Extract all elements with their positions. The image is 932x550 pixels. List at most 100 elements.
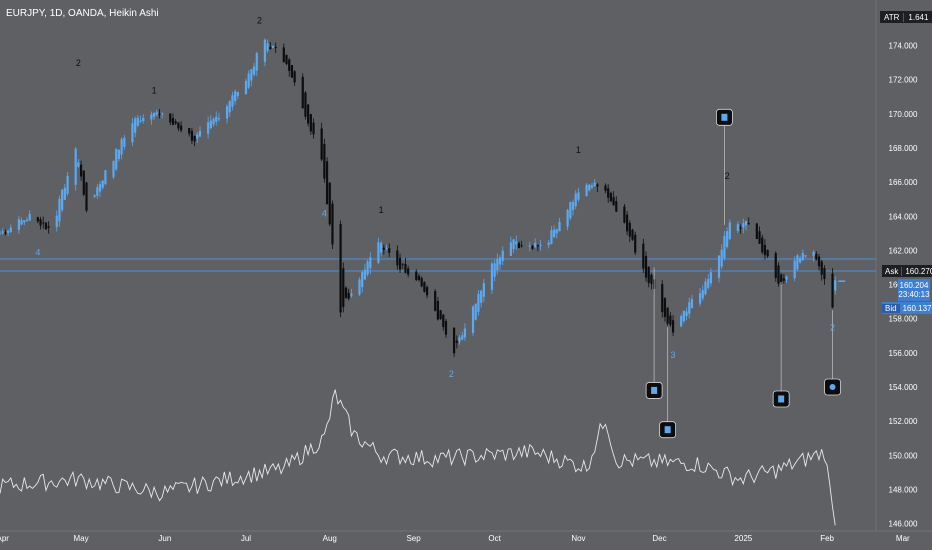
candle-body [363, 269, 367, 280]
candle-body [196, 134, 199, 139]
candle-body [539, 244, 542, 246]
candle-body [139, 120, 142, 122]
x-tick-label: Nov [571, 534, 585, 543]
candle-body [761, 237, 764, 253]
candle-body [474, 303, 477, 320]
candle-body [404, 263, 407, 273]
candle-body [77, 162, 80, 167]
y-tick-label: 156.000 [889, 349, 918, 358]
x-tick-label: Apr [0, 534, 9, 543]
candle-body [93, 194, 96, 197]
wave-label: 4 [322, 208, 327, 218]
y-tick-label: 174.000 [889, 42, 918, 51]
candle-body [369, 257, 372, 269]
wave-label: 1 [152, 85, 157, 95]
candle-body [585, 184, 588, 197]
candle-body [496, 258, 499, 271]
candle-body [344, 287, 348, 298]
candle-body [607, 188, 610, 198]
marker-square-icon [721, 113, 728, 121]
candle-body [255, 53, 258, 71]
candle-body [763, 244, 767, 256]
candle-body [490, 263, 494, 290]
candle-body [28, 213, 31, 221]
candle-body [717, 255, 721, 278]
candle-body [785, 276, 788, 280]
atr-label: ATR [884, 12, 900, 22]
candle-body [536, 245, 539, 247]
candle-body [350, 293, 353, 296]
candle-body [615, 201, 618, 212]
candle-body [517, 242, 521, 248]
candle-body [477, 293, 480, 312]
candle-body [377, 242, 380, 263]
candle-body [623, 206, 626, 223]
bar-countdown: 23:40:13 [898, 290, 930, 299]
candle-body [177, 122, 180, 129]
candle-body [739, 227, 742, 229]
candles-group [0, 38, 837, 357]
candle-body [385, 247, 388, 249]
candle-body [531, 245, 534, 249]
candle-body [331, 203, 334, 245]
candle-body [380, 243, 383, 253]
candle-body [301, 76, 304, 109]
candle-body [104, 170, 107, 185]
candle-body [458, 337, 461, 342]
x-tick-label: Dec [652, 534, 666, 543]
candle-body [252, 66, 256, 75]
candle-body [44, 222, 48, 230]
candle-body [263, 39, 266, 62]
ask-value: 160.270 [901, 266, 932, 276]
candle-body [417, 275, 421, 281]
candle-body [471, 306, 475, 333]
candle-body [307, 104, 310, 124]
candle-body [312, 122, 315, 135]
y-tick-label: 158.000 [889, 315, 918, 324]
candle-body [550, 230, 553, 244]
candle-body [439, 310, 442, 319]
candle-body [366, 261, 369, 275]
candle-body [758, 231, 761, 244]
candle-body [815, 253, 818, 260]
candle-body [217, 117, 221, 120]
candle-body [401, 263, 404, 265]
candle-body [515, 241, 518, 245]
candle-body [63, 187, 66, 200]
candle-body [574, 193, 577, 207]
candle-body [142, 117, 145, 122]
last-price-tag: 160.204 23:40:13 [898, 279, 930, 301]
candle-body [325, 161, 329, 205]
candle-body [642, 243, 645, 269]
candle-body [666, 307, 669, 324]
candle-body [82, 170, 85, 195]
wave-label: 1 [576, 145, 581, 155]
symbol-title[interactable]: EURJPY, 1D, OANDA, Heikin Ashi [6, 8, 159, 19]
candle-body [482, 283, 485, 297]
y-tick-label: 154.000 [889, 383, 918, 392]
candle-body [793, 260, 796, 279]
candle-body [215, 116, 218, 122]
wave-label: 2 [257, 15, 262, 25]
candle-body [123, 137, 126, 147]
candle-body [407, 268, 410, 275]
candle-body [152, 112, 156, 117]
candle-body [361, 272, 364, 288]
atr-indicator-badge[interactable]: ATR 1.641 [880, 11, 932, 23]
candle-body [25, 219, 29, 222]
candle-body [61, 189, 64, 211]
candle-body [455, 340, 458, 343]
candle-body [436, 300, 439, 320]
candle-body [498, 257, 502, 265]
candle-body [55, 215, 58, 227]
candle-body [555, 229, 558, 234]
candle-body [671, 320, 675, 333]
candle-body [553, 229, 556, 238]
candle-body [328, 182, 331, 225]
candle-body [628, 222, 631, 237]
candle-body [131, 123, 134, 143]
candle-body [282, 47, 285, 63]
candle-body [117, 149, 121, 160]
